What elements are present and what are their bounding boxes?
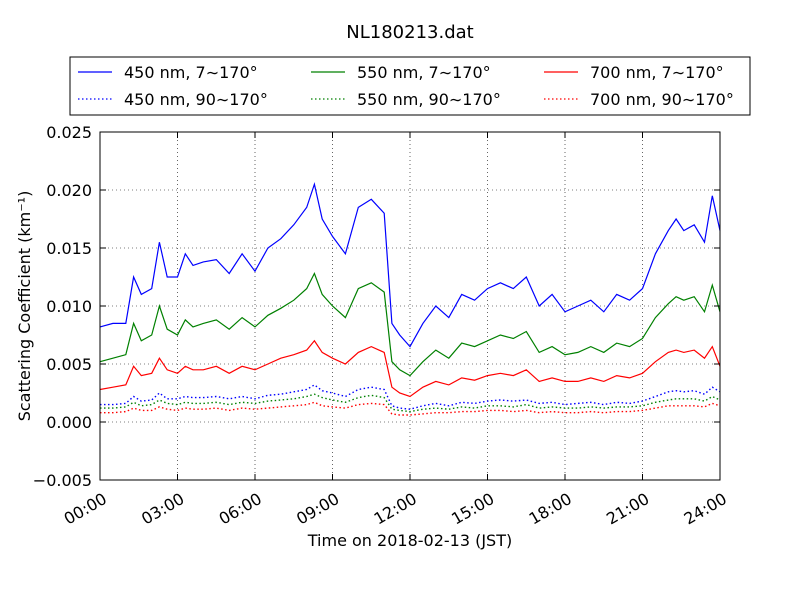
- y-tick-label: 0.010: [46, 297, 92, 316]
- y-axis-label: Scattering Coefficient (km⁻¹): [15, 191, 34, 422]
- legend-label: 700 nm, 7∼170°: [590, 63, 724, 82]
- x-tick-label: 09:00: [293, 489, 342, 529]
- series-line-3: [99, 339, 721, 398]
- y-tick-label: −0.005: [33, 471, 92, 490]
- series-line-6: [100, 401, 721, 416]
- legend-label: 550 nm, 7∼170°: [357, 63, 491, 82]
- x-tick-label: 12:00: [371, 489, 420, 529]
- legend-label: 450 nm, 7∼170°: [124, 63, 258, 82]
- x-tick-label: 21:00: [603, 489, 652, 529]
- y-tick-label: 0.000: [46, 413, 92, 432]
- y-tick-label: 0.020: [46, 181, 92, 200]
- y-tick-label: 0.025: [46, 123, 92, 142]
- legend-label: 450 nm, 90∼170°: [124, 90, 268, 109]
- axes: 00:00 03:00 06:00 09:00 12:00 15:00 18:00 21:00…: [33, 123, 730, 529]
- series-group: [99, 181, 721, 416]
- series-line-2: [99, 272, 721, 377]
- legend-label: 550 nm, 90∼170°: [357, 90, 501, 109]
- x-axis-label: Time on 2018-02-13 (JST): [307, 531, 512, 550]
- x-tick-label: 24:00: [681, 489, 730, 529]
- x-tick-label: 18:00: [526, 489, 575, 529]
- x-tick-label: 03:00: [138, 489, 187, 529]
- legend-label: 700 nm, 90∼170°: [590, 90, 734, 109]
- x-tick-label: 15:00: [448, 489, 497, 529]
- grid: [100, 132, 720, 480]
- x-tick-label: 06:00: [216, 489, 265, 529]
- x-tick-label: 00:00: [61, 489, 110, 529]
- series-line-1: [99, 181, 721, 348]
- legend: 450 nm, 7∼170° 550 nm, 7∼170° 700 nm, 7∼17…: [69, 56, 751, 116]
- legend-box: [69, 56, 751, 116]
- chart-title: NL180213.dat: [346, 22, 473, 43]
- y-tick-label: 0.015: [46, 239, 92, 258]
- y-tick-label: 0.005: [46, 355, 92, 374]
